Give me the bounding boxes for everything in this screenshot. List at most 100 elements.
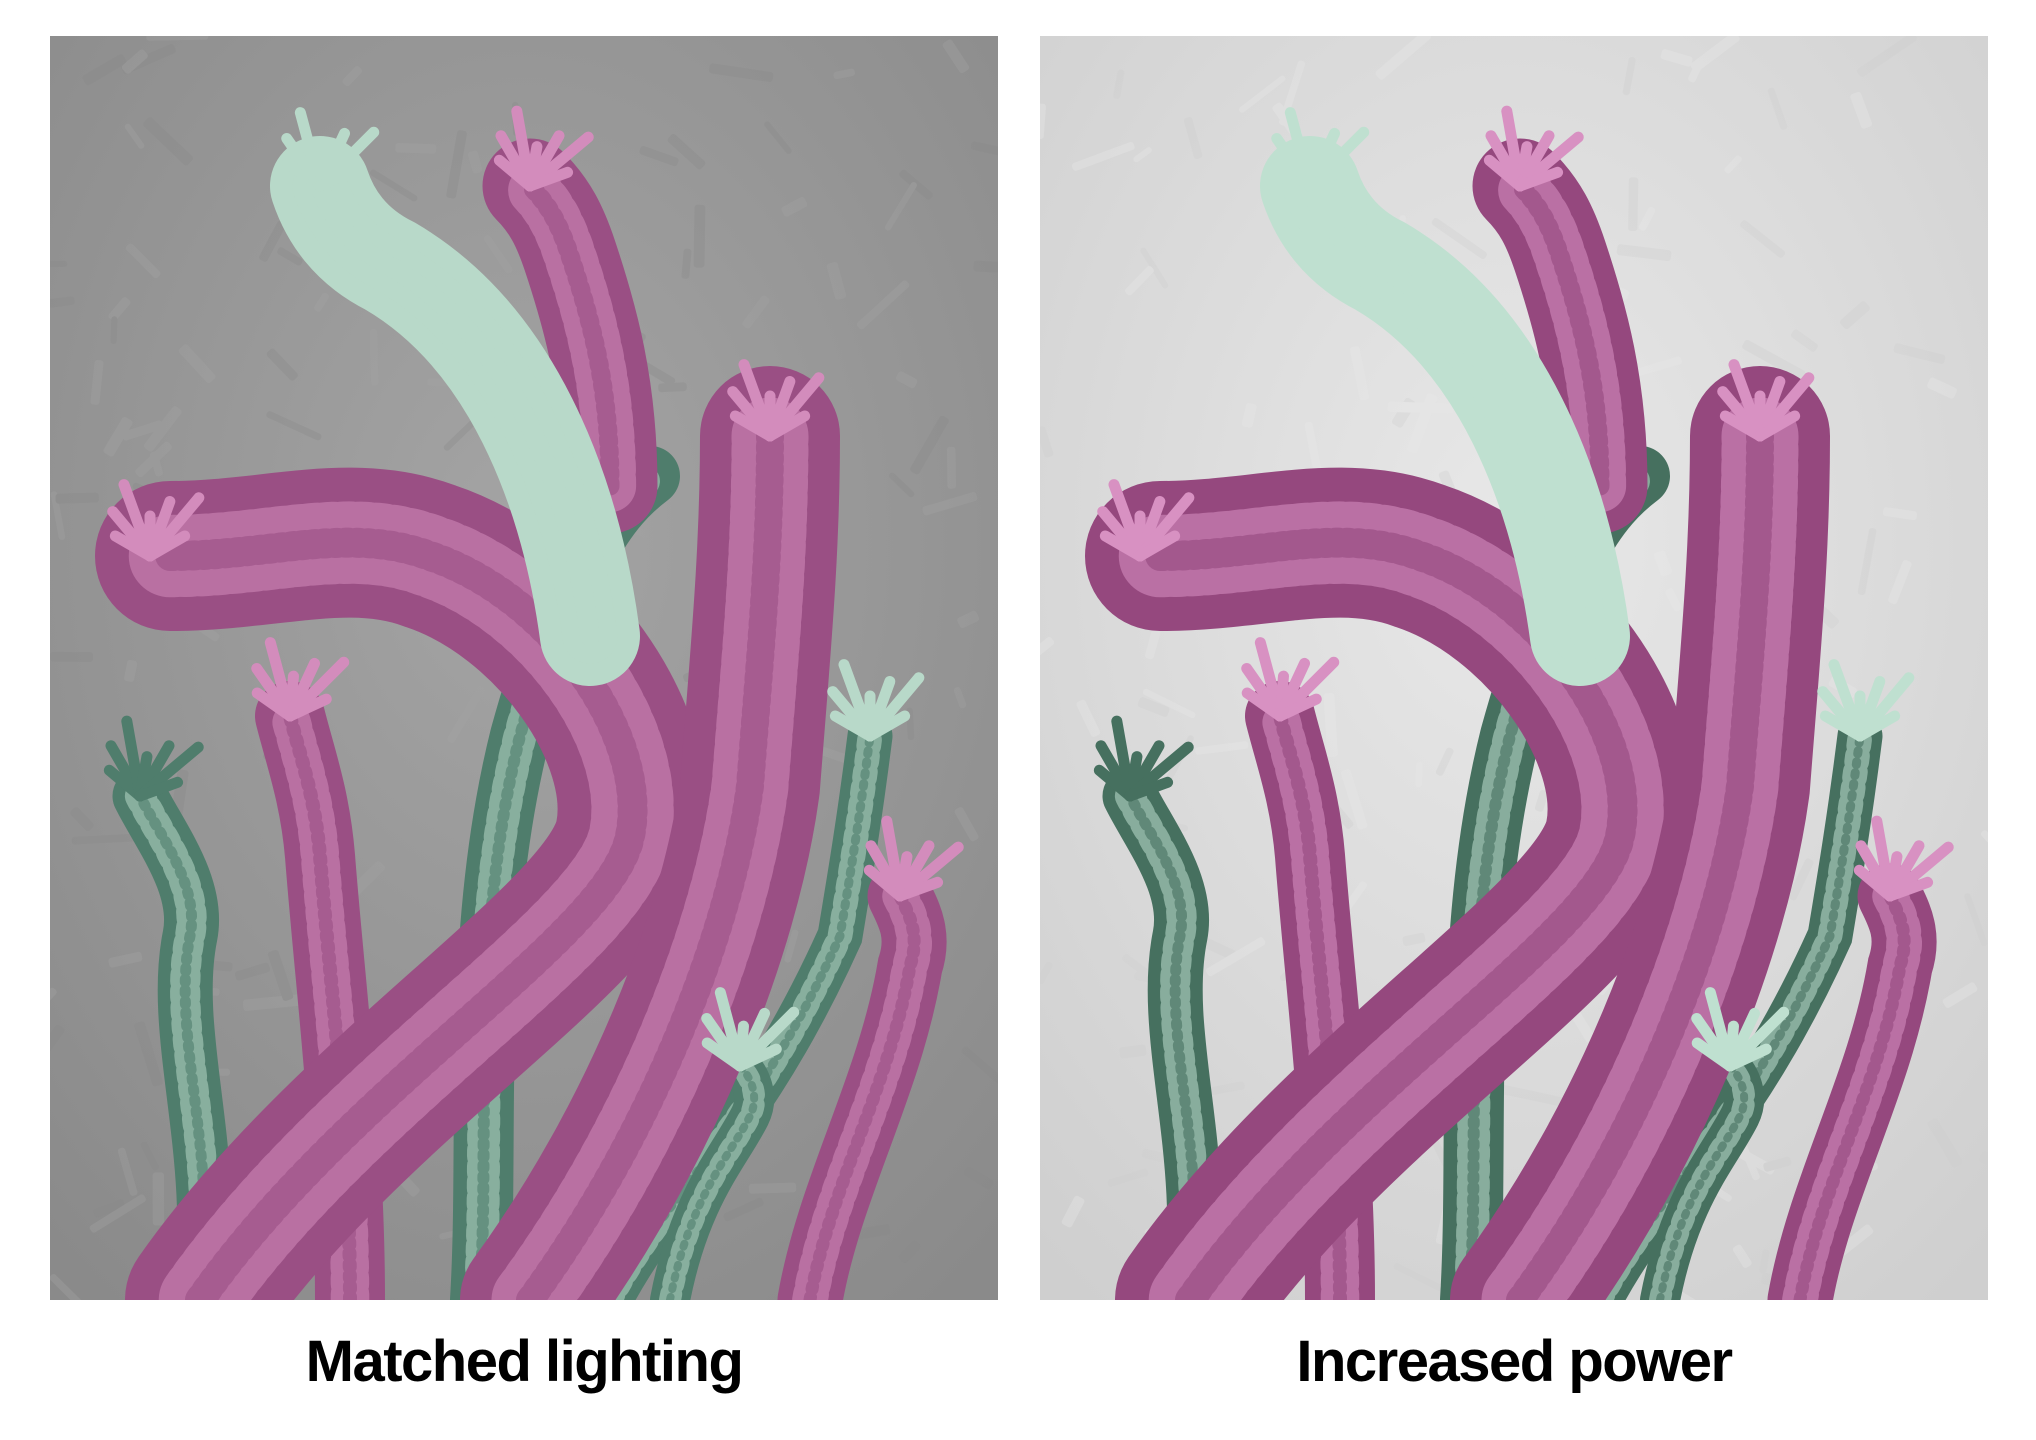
brush-stroke xyxy=(178,344,216,384)
brush-stroke xyxy=(1349,346,1370,401)
brush-stroke xyxy=(1040,961,1053,984)
brush-stroke xyxy=(910,415,949,475)
brush-stroke xyxy=(693,204,706,268)
brush-stroke xyxy=(1927,377,1957,399)
brush-stroke xyxy=(1688,57,1705,83)
caption-matched-lighting: Matched lighting xyxy=(305,1329,744,1394)
brush-stroke xyxy=(1076,699,1101,737)
brush-stroke xyxy=(70,807,94,832)
brush-stroke xyxy=(108,297,131,322)
brush-stroke xyxy=(110,316,118,344)
brush-stroke xyxy=(1742,339,1806,381)
brush-stroke xyxy=(146,36,209,41)
tentacle-tip xyxy=(281,107,380,192)
brush-stroke xyxy=(242,993,307,1012)
brush-stroke xyxy=(1323,692,1338,758)
stalk-green-light xyxy=(270,136,640,686)
tentacle-tip xyxy=(1691,987,1790,1072)
brush-stroke xyxy=(152,1172,165,1226)
tentacle-tip xyxy=(1817,659,1915,742)
tentacle-tip xyxy=(727,359,825,442)
brush-stroke xyxy=(483,235,513,274)
tentacle-tip xyxy=(1717,359,1815,442)
brush-stroke xyxy=(1040,636,1055,659)
brush-stroke xyxy=(946,446,957,489)
brush-stroke xyxy=(1125,266,1154,296)
brush-stroke xyxy=(1133,147,1152,163)
brush-stroke xyxy=(266,348,298,381)
tentacle-tip xyxy=(863,815,964,902)
stalk-green-small xyxy=(650,1046,775,1300)
brush-stroke xyxy=(953,687,967,709)
brush-stroke xyxy=(1431,218,1487,260)
brush-stroke xyxy=(1137,697,1170,717)
brush-stroke xyxy=(55,492,99,504)
stalk-pink-back xyxy=(1472,138,1648,534)
brush-stroke xyxy=(50,491,66,540)
brush-stroke xyxy=(135,441,172,478)
brush-stroke xyxy=(117,1147,138,1196)
brush-stroke xyxy=(1119,1044,1147,1059)
brush-stroke xyxy=(961,1046,998,1095)
coral-painting-right xyxy=(1040,36,1988,1300)
brush-stroke xyxy=(1387,401,1454,414)
brush-stroke xyxy=(1732,1244,1752,1268)
matched-lighting-image xyxy=(50,36,998,1300)
brush-stroke xyxy=(267,949,294,1001)
brush-stroke xyxy=(1140,247,1169,289)
stalk-pink-back xyxy=(482,138,658,534)
brush-stroke xyxy=(784,929,799,963)
increased-power-image xyxy=(1040,36,1988,1300)
brush-stroke xyxy=(259,220,286,262)
brush-stroke xyxy=(124,659,138,682)
brush-stroke xyxy=(1791,329,1818,352)
brush-stroke xyxy=(446,130,467,199)
brush-stroke xyxy=(833,68,855,80)
stalk-pink-right xyxy=(777,863,947,1300)
brush-stroke xyxy=(1857,528,1877,596)
brush-stroke xyxy=(1616,244,1672,262)
brush-stroke xyxy=(970,141,998,162)
tentacle-tip xyxy=(251,637,350,722)
brush-stroke xyxy=(857,280,910,330)
brush-stroke xyxy=(89,1194,146,1233)
brush-stroke xyxy=(143,406,182,452)
brush-stroke xyxy=(1341,769,1368,830)
brush-stroke xyxy=(342,65,363,87)
brush-stroke xyxy=(1406,393,1438,454)
brush-stroke xyxy=(1040,103,1046,140)
brush-stroke xyxy=(149,451,163,477)
brush-stroke xyxy=(134,1021,163,1087)
brush-stroke xyxy=(1402,932,1426,946)
brush-stroke xyxy=(50,1273,89,1300)
brush-stroke xyxy=(1622,56,1636,96)
coral-painting-left xyxy=(50,36,998,1300)
brush-stroke xyxy=(1660,49,1693,67)
brush-stroke xyxy=(895,371,918,389)
caption-increased-power: Increased power xyxy=(1296,1329,1733,1394)
brush-stroke xyxy=(370,169,418,202)
brush-stroke xyxy=(1061,1195,1085,1228)
brush-stroke xyxy=(121,43,176,75)
brush-stroke xyxy=(1665,588,1682,612)
brush-stroke xyxy=(1239,75,1286,113)
brush-stroke xyxy=(467,150,483,174)
brush-stroke xyxy=(748,1182,797,1194)
brush-stroke xyxy=(108,951,143,968)
brush-stroke xyxy=(234,962,270,981)
brush-stroke xyxy=(1493,1083,1563,1107)
brush-stroke xyxy=(1893,343,1946,364)
brush-stroke xyxy=(963,1166,994,1190)
brush-stroke xyxy=(1183,117,1203,159)
brush-stroke xyxy=(266,411,322,441)
brush-stroke xyxy=(50,651,94,662)
tentacle-tip xyxy=(1483,105,1584,192)
stalk-green-light xyxy=(1260,136,1630,686)
brush-stroke xyxy=(50,296,75,309)
brush-stroke xyxy=(82,54,127,86)
brush-stroke xyxy=(1415,762,1423,788)
brush-stroke xyxy=(1759,1249,1770,1274)
brush-stroke xyxy=(1857,36,1917,77)
brush-stroke xyxy=(973,260,998,273)
brush-stroke xyxy=(1113,69,1125,99)
